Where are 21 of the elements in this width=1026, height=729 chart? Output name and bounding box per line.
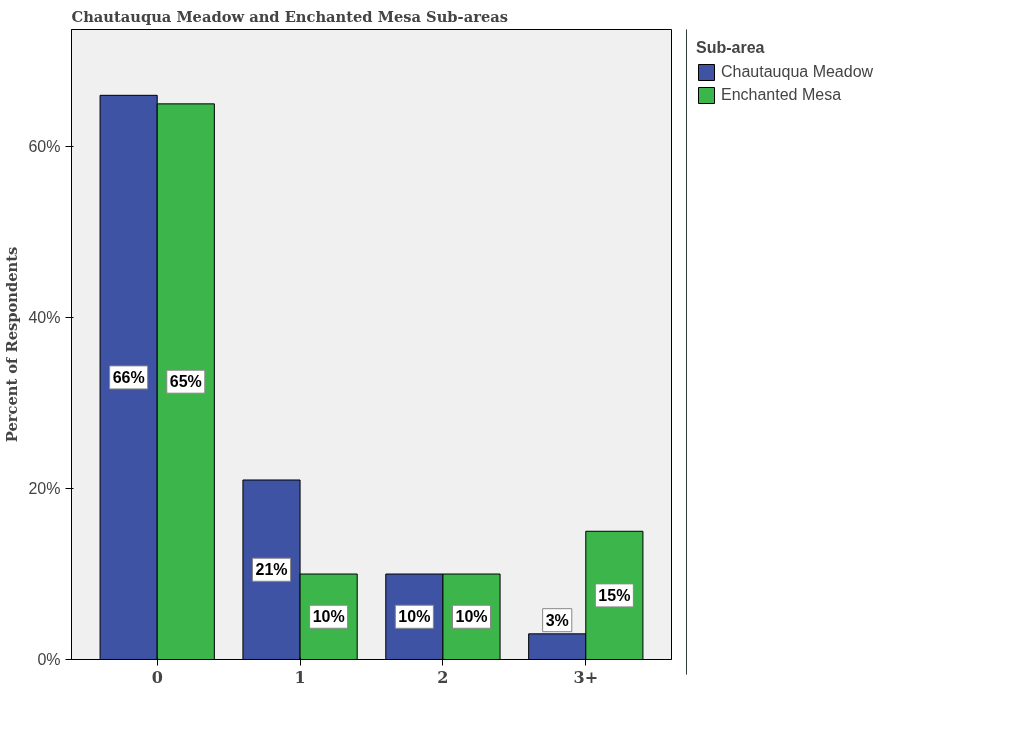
x-tick-label: 0: [151, 667, 163, 687]
chart-title: Chautauqua Meadow and Enchanted Mesa Sub-areas: [71, 7, 508, 25]
y-tick-label: 40%: [28, 309, 61, 327]
x-tick-label: 1: [294, 667, 306, 687]
y-tick-label: 0%: [37, 651, 61, 668]
legend-label: Chautauqua Meadow: [721, 63, 874, 81]
text: 66%: [112, 368, 145, 386]
text: 10%: [398, 608, 431, 626]
x-tick-label: 2: [437, 667, 449, 687]
y-tick-label: 60%: [28, 138, 61, 156]
text: 15%: [598, 586, 631, 604]
x-tick-label: 3+: [573, 667, 599, 687]
text: 3%: [545, 611, 569, 629]
text: 65%: [169, 373, 202, 391]
text: 21%: [255, 561, 288, 579]
legend-label: Enchanted Mesa: [721, 86, 842, 104]
y-tick-label: 20%: [28, 480, 61, 498]
legend-title: Sub-area: [696, 39, 766, 57]
text: 10%: [312, 608, 345, 626]
y-axis-title: Percent of Respondents: [3, 246, 21, 443]
text: 10%: [455, 608, 488, 626]
